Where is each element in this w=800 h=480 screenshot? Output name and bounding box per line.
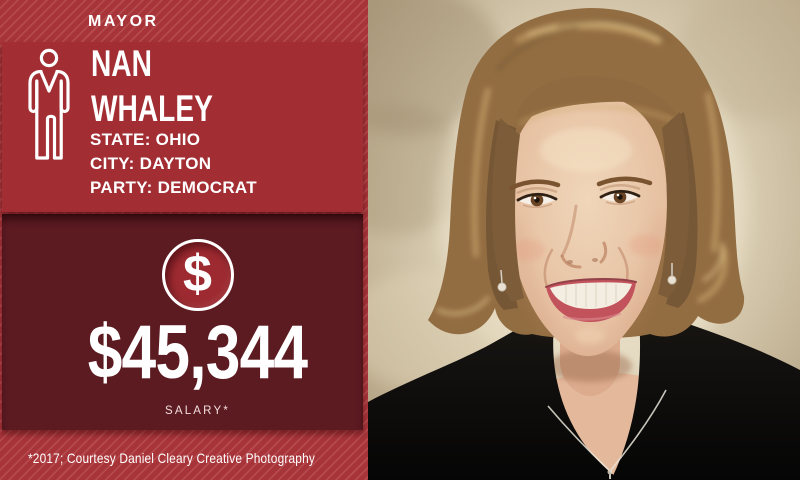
profile-card: NAN WHALEY STATE: OHIO CITY: DAYTON PART… (2, 42, 363, 212)
dollar-circle-icon: $ (161, 239, 234, 311)
jacket (368, 305, 800, 480)
detail-city: CITY: DAYTON (90, 154, 212, 173)
dollar-sign: $ (183, 245, 212, 303)
salary-content: $ $45,344 SALARY* (32, 214, 363, 417)
earrings (497, 263, 677, 292)
salary-amount: $45,344 (87, 310, 308, 395)
detail-state: STATE: OHIO (90, 130, 201, 149)
necklace (547, 389, 667, 479)
portrait-illustration (368, 0, 800, 480)
profile-details: STATE: OHIO CITY: DAYTON PARTY: DEMOCRAT (90, 128, 257, 200)
nose (560, 204, 608, 269)
salary-label: SALARY* (164, 405, 231, 417)
photo-credit: *2017; Courtesy Daniel Cleary Creative P… (28, 450, 315, 466)
eyebrows (508, 176, 653, 191)
portrait-photo (368, 0, 800, 480)
person-icon (28, 48, 70, 160)
mouth (545, 278, 637, 322)
detail-party: PARTY: DEMOCRAT (90, 178, 257, 197)
eyes (516, 184, 641, 208)
first-name: NAN (91, 43, 152, 84)
last-name: WHALEY (91, 88, 213, 129)
info-panel: MAYOR NAN WHALEY STATE: OHIO CITY: DAYTO… (0, 0, 368, 480)
hair-front (492, 75, 690, 302)
person-name: NAN WHALEY (91, 41, 213, 131)
salary-card: $ $45,344 SALARY* (2, 214, 363, 430)
role-label: MAYOR (88, 13, 159, 30)
